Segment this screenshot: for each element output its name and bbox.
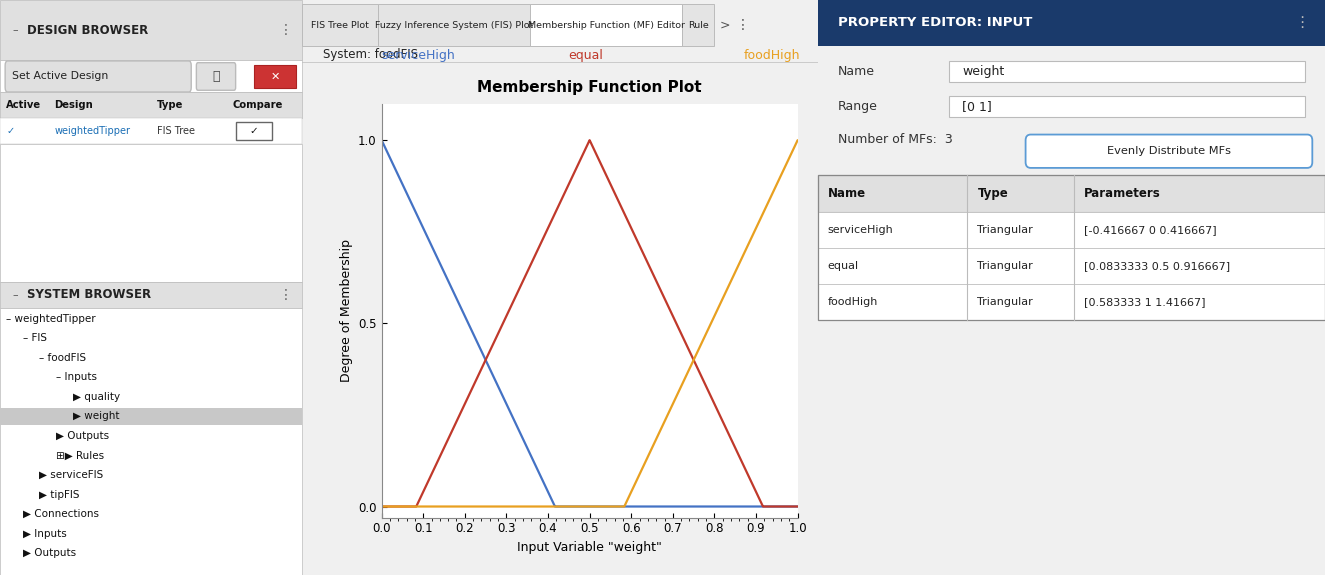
Text: Evenly Distribute MFs: Evenly Distribute MFs [1108,146,1231,156]
Text: equal: equal [828,261,859,271]
Text: – Inputs: – Inputs [56,372,97,382]
FancyBboxPatch shape [1026,135,1312,168]
Text: – foodFIS: – foodFIS [40,352,86,363]
Bar [0,118,302,144]
Text: Range: Range [837,100,877,113]
Text: Fuzzy Inference System (FIS) Plot: Fuzzy Inference System (FIS) Plot [375,21,534,29]
Text: Set Active Design: Set Active Design [12,71,109,82]
Text: Triangular: Triangular [978,297,1034,307]
Bar [0,60,302,92]
Text: ⋮: ⋮ [280,288,293,302]
Bar [379,4,530,46]
Bar [0,0,302,60]
Bar [530,4,682,46]
Text: foodHigh: foodHigh [828,297,878,307]
X-axis label: Input Variable "weight": Input Variable "weight" [517,541,662,554]
Text: Design: Design [54,100,93,110]
Text: ⋮: ⋮ [280,24,293,37]
Text: FIS Tree Plot: FIS Tree Plot [311,21,370,29]
Text: Membership Function (MF) Editor: Membership Function (MF) Editor [527,21,685,29]
Text: equal: equal [568,49,603,62]
Text: [0.583333 1 1.41667]: [0.583333 1 1.41667] [1084,297,1206,307]
Bar [0,408,302,425]
Bar [0,308,302,575]
Text: [-0.416667 0 0.416667]: [-0.416667 0 0.416667] [1084,225,1216,235]
Bar [818,212,1325,248]
Y-axis label: Degree of Membership: Degree of Membership [339,239,352,382]
Text: ▶ Outputs: ▶ Outputs [56,431,109,441]
Bar [950,96,1305,117]
Bar [254,65,295,88]
Text: foodHigh: foodHigh [743,49,800,62]
Text: –: – [12,25,17,36]
Bar [818,248,1325,284]
Text: Triangular: Triangular [978,261,1034,271]
Text: >: > [719,18,730,32]
Text: Name: Name [828,187,865,200]
Text: [0 1]: [0 1] [962,100,992,113]
Text: PROPERTY EDITOR: INPUT: PROPERTY EDITOR: INPUT [837,17,1032,29]
Text: Name: Name [837,65,874,78]
Bar [818,175,1325,212]
FancyBboxPatch shape [196,63,236,90]
Text: Type: Type [158,100,183,110]
Text: [0.0833333 0.5 0.916667]: [0.0833333 0.5 0.916667] [1084,261,1230,271]
Text: Number of MFs:  3: Number of MFs: 3 [837,133,953,146]
Text: weightedTipper: weightedTipper [54,126,130,136]
Bar [682,4,714,46]
Bar [0,282,302,308]
Text: ✓: ✓ [7,126,15,136]
Text: ▶ serviceFIS: ▶ serviceFIS [40,470,103,480]
Text: Triangular: Triangular [978,225,1034,235]
Bar [950,61,1305,82]
Bar [0,92,302,118]
Text: ▶ Connections: ▶ Connections [23,509,98,519]
Text: Parameters: Parameters [1084,187,1161,200]
Text: ▶ tipFIS: ▶ tipFIS [40,489,80,500]
Bar [236,122,272,140]
Text: ⧉: ⧉ [212,70,220,83]
Text: ⋮: ⋮ [735,18,750,32]
Bar [302,4,379,46]
Text: ▶ Outputs: ▶ Outputs [23,548,76,558]
Bar [0,144,302,282]
Text: – weightedTipper: – weightedTipper [7,313,95,324]
Text: ⋮: ⋮ [1295,16,1310,30]
Text: Compare: Compare [233,100,284,110]
Text: DESIGN BROWSER: DESIGN BROWSER [28,24,148,37]
Text: ▶ quality: ▶ quality [73,392,119,402]
FancyBboxPatch shape [5,61,191,92]
Bar [818,284,1325,320]
Title: Membership Function Plot: Membership Function Plot [477,81,702,95]
Text: Rule: Rule [688,21,709,29]
Text: – FIS: – FIS [23,333,46,343]
Text: ▶ weight: ▶ weight [73,411,119,421]
Text: Type: Type [978,187,1008,200]
Text: ⊞▶ Rules: ⊞▶ Rules [56,450,105,461]
Text: weight: weight [962,65,1004,78]
Text: FIS Tree: FIS Tree [158,126,195,136]
Bar [818,175,1325,320]
Text: ✕: ✕ [270,71,280,82]
Text: ✓: ✓ [249,126,258,136]
Text: serviceHigh: serviceHigh [828,225,893,235]
Bar [818,0,1325,46]
Text: System: foodFIS: System: foodFIS [323,48,417,61]
Text: SYSTEM BROWSER: SYSTEM BROWSER [28,289,151,301]
Text: Active: Active [7,100,41,110]
Text: ▶ Inputs: ▶ Inputs [23,528,66,539]
Text: –: – [12,290,17,300]
Text: serviceHigh: serviceHigh [382,49,456,62]
